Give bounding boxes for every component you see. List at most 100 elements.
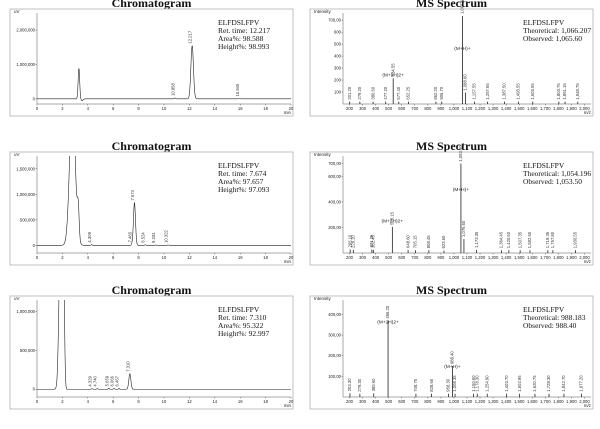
ms-peak-label: 1,977.20: [579, 375, 584, 392]
ms-peak-label: 1,178.30: [474, 375, 479, 392]
x-tick-label: 18: [263, 255, 268, 260]
info-line: Height%: 98.993: [218, 42, 269, 51]
ms-peak-label: 862.20: [433, 86, 438, 99]
y-unit-label: uV: [14, 152, 20, 157]
x-tick-label: 0: [36, 255, 39, 260]
x-tick-label: 800: [424, 255, 432, 260]
peptide-name: ELFDSLFPV: [523, 161, 565, 170]
y-tick-label: 700,00: [328, 161, 341, 166]
x-tick-label: 200: [346, 255, 354, 260]
panel-chrom1: Chromatogram uV min 0 1,000,000 2,000,000 0 2 4 6…: [9, 0, 294, 117]
y-tick-label: 500: [334, 42, 342, 47]
x-tick-label: 0: [36, 106, 39, 111]
x-tick-label: 2,000: [579, 255, 590, 260]
info-line: Theoretical: 1,054.196: [523, 169, 591, 178]
x-tick-label: 6: [112, 106, 115, 111]
peptide-name: ELFDSLFPV: [218, 305, 260, 314]
ms-peak-label: 1,620.75: [532, 375, 537, 392]
y-tick-label: 1,000,000: [16, 309, 35, 314]
ion-annotation: (M+2H)2+: [377, 320, 399, 326]
panel-title: Chromatogram: [112, 139, 192, 153]
x-tick-label: 1,600: [527, 399, 538, 404]
ms-peak-label: 648.60: [405, 234, 410, 247]
ion-annotation: (M+H)+: [444, 364, 460, 370]
panel-title: MS Spectrum: [416, 283, 487, 297]
ion-annotation: (M+H)+: [454, 46, 470, 52]
info-line: Height%: 92.997: [218, 329, 269, 338]
x-tick-label: 400: [372, 106, 380, 111]
ms-peak-label: 380.60: [370, 86, 375, 99]
panel-title: MS Spectrum: [416, 139, 487, 153]
x-tick-label: 10: [162, 106, 167, 111]
y-unit-label: uV: [14, 296, 20, 301]
x-tick-label: 1,400: [501, 255, 512, 260]
x-tick-label: 1,500: [514, 106, 525, 111]
panel-title: Chromatogram: [112, 283, 192, 297]
peptide-name: ELFDSLFPV: [523, 18, 565, 27]
y-unit-label: Intensity: [314, 296, 332, 301]
x-tick-label: 20: [289, 399, 294, 404]
panel-ms1: MS Spectrum Intensity m/z 100 200 300 400 500 60…: [309, 0, 594, 117]
ms-peak-label: 1,842.70: [561, 375, 566, 392]
y-tick-label: 200: [334, 78, 342, 83]
ms-peak-label: 1,719.35: [545, 231, 550, 248]
x-unit-label: m/z: [584, 110, 592, 115]
x-unit-label: min: [284, 403, 292, 408]
info-line: Area%: 98.588: [218, 34, 264, 43]
ms-peak-label: 1,088.60: [463, 74, 468, 91]
ms-peak-label: 988.40: [450, 351, 455, 364]
panel-chrom2: Chromatogram uV min 0 500,000 1,000,000 1,500,…: [9, 139, 294, 266]
y-tick-label: 300: [334, 66, 342, 71]
x-tick-label: 1,400: [501, 399, 512, 404]
ms-peak-label: 577.40: [396, 86, 401, 99]
ms-peak-label: 534.55: [390, 63, 395, 76]
ms-peak-label: 1,502.95: [517, 375, 522, 392]
x-tick-label: 10: [162, 399, 167, 404]
ms-peak-label: 1,603.55: [530, 83, 535, 100]
x-tick-label: 800: [424, 399, 432, 404]
x-tick-label: 18: [263, 106, 268, 111]
ms-peak-label: 705.15: [413, 235, 418, 248]
x-tick-label: 1,300: [488, 106, 499, 111]
x-tick-label: 4: [87, 399, 90, 404]
info-line: Theoretical: 1,066.207: [523, 26, 591, 35]
x-tick-label: 16: [238, 399, 243, 404]
plot-frame: [9, 151, 294, 266]
chromatogram-trace: [37, 45, 291, 102]
x-tick-label: 1,700: [540, 106, 551, 111]
ms-peak-label: 279.20: [357, 86, 362, 99]
panel-chrom3: Chromatogram uV min 0 500,000 1,000,000 0 2 4 6 8 1…: [9, 283, 294, 410]
x-tick-label: 1,500: [514, 255, 525, 260]
info-line: Observed: 1,065.60: [523, 34, 582, 43]
ms-peak-label: 1,757.80: [550, 231, 555, 248]
x-unit-label: m/z: [584, 259, 592, 264]
x-tick-label: 20: [289, 106, 294, 111]
x-tick-label: 16: [238, 255, 243, 260]
panel-ms3: MS Spectrum Intensity m/z 100,00 200,00 300,0…: [309, 283, 594, 410]
peak-label: 10.322: [164, 229, 169, 242]
x-tick-label: 700: [411, 106, 419, 111]
x-tick-label: 300: [359, 399, 367, 404]
ion-annotation: (M+H)+: [453, 187, 469, 193]
ms-peak-label: 1,420.60: [506, 231, 511, 248]
y-tick-label: 0: [33, 243, 36, 248]
y-tick-label: 0: [33, 387, 36, 392]
x-tick-label: 600: [398, 255, 406, 260]
ms-peak-label: 279.30: [357, 378, 362, 391]
chromatogram-trace: [37, 156, 291, 246]
y-tick-label: 700,00: [328, 18, 341, 23]
y-tick-label: 200,00: [328, 353, 341, 358]
panel-title: Chromatogram: [112, 0, 192, 10]
x-tick-label: 1,100: [462, 106, 473, 111]
x-tick-label: 8: [137, 106, 140, 111]
info-line: Ret. time: 7.310: [218, 313, 267, 322]
x-tick-label: 600: [398, 399, 406, 404]
panel-title: MS Spectrum: [416, 0, 487, 10]
info-line: Observed: 988.40: [523, 321, 577, 330]
x-tick-label: 300: [359, 255, 367, 260]
ms-peak-label: 1,076.60: [461, 220, 466, 237]
ms-peak-label: 1,364.45: [499, 231, 504, 248]
x-unit-label: m/z: [584, 403, 592, 408]
x-tick-label: 1,300: [488, 255, 499, 260]
